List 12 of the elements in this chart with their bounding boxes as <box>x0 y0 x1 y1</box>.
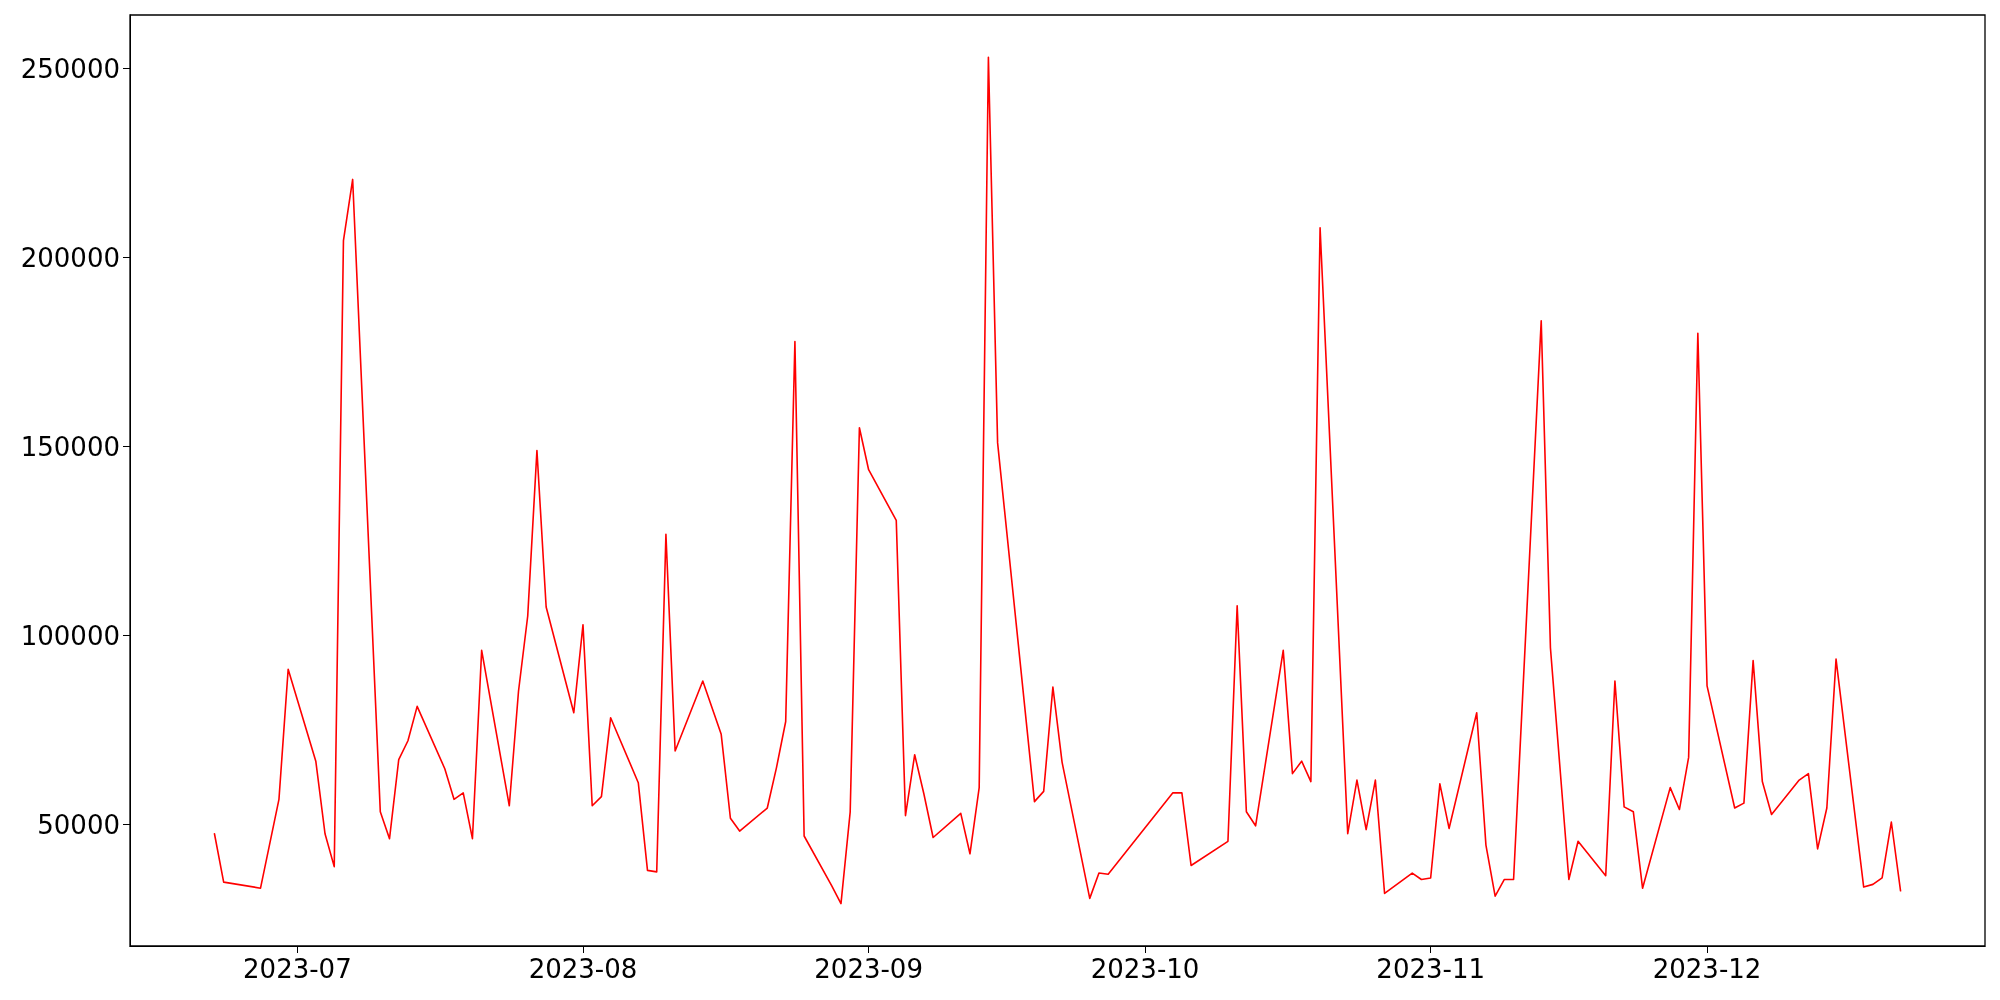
y-tick-label: 50000 <box>37 809 120 840</box>
x-tick-label: 2023-07 <box>243 954 352 984</box>
y-tick-label: 150000 <box>20 431 120 462</box>
y-tick-label: 100000 <box>20 620 120 651</box>
x-tick-label: 2023-08 <box>528 954 638 984</box>
line-series <box>213 56 1902 905</box>
x-tick-label: 2023-09 <box>814 954 923 984</box>
x-tick-label: 2023-12 <box>1652 954 1762 984</box>
x-tick-label: 2023-11 <box>1376 954 1485 984</box>
y-tick-label: 250000 <box>20 53 120 84</box>
x-tick-label: 2023-10 <box>1090 954 1200 984</box>
y-tick-label: 200000 <box>20 242 120 273</box>
